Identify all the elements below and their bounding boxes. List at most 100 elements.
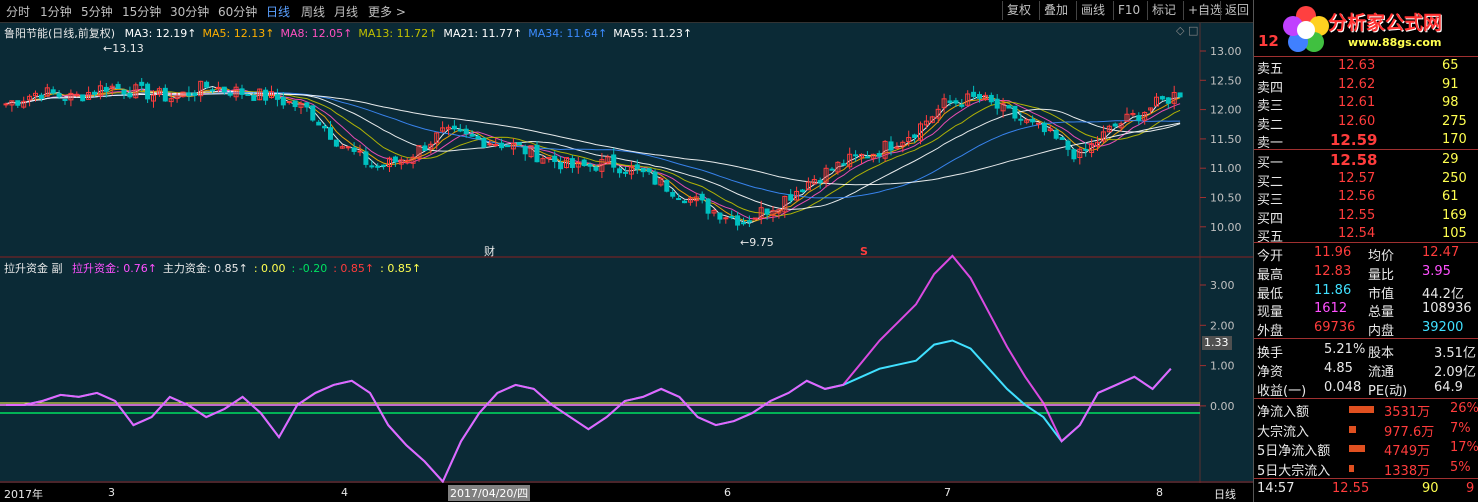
candle-body <box>1059 137 1065 141</box>
candle-body <box>21 100 27 108</box>
candle-body <box>1089 143 1095 153</box>
candle-body <box>74 93 80 97</box>
bid-volume: 105 <box>1442 226 1467 241</box>
candle-body <box>62 99 68 102</box>
time-label-year: 2017年 <box>4 488 43 501</box>
candle-body <box>505 145 510 148</box>
bid-row-1: 买一 12.58 29 <box>1254 151 1478 171</box>
tab-weekly[interactable]: 周线 <box>301 5 326 19</box>
square-icon[interactable]: □ <box>1188 24 1199 37</box>
sub-title: 拉升资金 副 <box>4 262 63 275</box>
tab-15min[interactable]: 15分钟 <box>122 5 162 19</box>
candle-body <box>652 171 658 185</box>
tick-price: 12.55 <box>1332 481 1370 496</box>
high-price-value: 13.13 <box>112 42 144 55</box>
stat-row-0: 今开 11.96 均价 12.47 <box>1254 244 1478 264</box>
candle-body <box>894 146 900 149</box>
bid-label: 买五 <box>1257 230 1284 245</box>
candle-body <box>168 98 174 103</box>
candle-body <box>923 120 929 126</box>
back-button[interactable]: 返回 <box>1220 1 1253 20</box>
fund-label: 股本 <box>1368 346 1395 361</box>
candle-body <box>233 86 239 98</box>
candle-body <box>546 156 552 160</box>
candle-body <box>817 180 823 183</box>
candle-body <box>1112 123 1118 127</box>
event-marker-s[interactable]: S <box>860 245 868 258</box>
candle-body <box>186 92 192 97</box>
ask-volume: 170 <box>1442 132 1467 147</box>
tab-daily[interactable]: 日线 <box>266 5 291 19</box>
candle-body <box>676 198 682 201</box>
tab-fenshi[interactable]: 分时 <box>6 5 31 19</box>
bid-label: 买三 <box>1257 193 1284 208</box>
candle-body <box>310 105 316 121</box>
candle-body <box>469 134 475 137</box>
candle-body <box>664 179 670 192</box>
current-price-partial: 12 <box>1258 32 1279 50</box>
candle-body <box>593 166 599 171</box>
ask-volume: 91 <box>1442 76 1459 92</box>
candle-body <box>1012 105 1018 119</box>
stat-value: 12.83 <box>1314 263 1352 279</box>
tab-60min[interactable]: 60分钟 <box>218 5 258 19</box>
sub-legend-5: : 0.85↑ <box>380 262 422 275</box>
bid-volume: 29 <box>1442 152 1459 167</box>
kline-svg[interactable]: 13.00 12.50 12.00 11.50 11.00 10.50 10.00 3.00 2… <box>0 23 1253 502</box>
site-logo: 分析家公式网 www.88gs.com <box>1276 0 1478 60</box>
tab-1min[interactable]: 1分钟 <box>40 5 72 19</box>
candle-body <box>38 94 44 100</box>
candle-body <box>847 153 853 168</box>
main-legend: 鲁阳节能(日线,前复权) MA3: 12.19↑ MA5: 12.13↑ MA8: … <box>4 25 692 41</box>
fund-value: 64.9 <box>1434 379 1463 395</box>
candle-body <box>853 154 859 157</box>
price-tick-label: 12.50 <box>1210 74 1242 87</box>
candle-body <box>1030 118 1036 123</box>
adjust-button[interactable]: 复权 <box>1002 1 1035 20</box>
candle-body <box>717 212 723 220</box>
stat-value: 39200 <box>1422 320 1464 336</box>
overlay-button[interactable]: 叠加 <box>1039 1 1072 20</box>
candle-body <box>375 165 381 168</box>
candle-body <box>1024 119 1030 123</box>
tab-monthly[interactable]: 月线 <box>334 5 359 19</box>
low-price-value: 9.75 <box>749 236 774 249</box>
ask-volume: 65 <box>1442 58 1459 73</box>
tab-more[interactable]: 更多 > <box>368 5 406 19</box>
candle-body <box>965 93 971 106</box>
mark-button[interactable]: 标记 <box>1147 1 1180 20</box>
period-indicator[interactable]: 日线 <box>1214 488 1236 501</box>
candle-body <box>298 102 304 108</box>
tab-5min[interactable]: 5分钟 <box>81 5 113 19</box>
candle-body <box>451 125 457 130</box>
event-marker-cai[interactable]: 财 <box>484 245 495 258</box>
time-label-apr: 4 <box>341 486 348 499</box>
candle-body <box>328 127 333 140</box>
draw-button[interactable]: 画线 <box>1076 1 1109 20</box>
flower-logo-icon <box>1283 6 1329 52</box>
fund-value: 3.51亿 <box>1434 346 1476 361</box>
f10-button[interactable]: F10 <box>1113 1 1144 20</box>
flow-value: 1338万 <box>1384 463 1431 479</box>
candle-body <box>977 94 982 99</box>
candle-body <box>263 89 269 101</box>
candle-body <box>735 215 741 226</box>
diamond-icon[interactable]: ◇ <box>1176 24 1185 37</box>
chart-area[interactable]: 13.00 12.50 12.00 11.50 11.00 10.50 10.00 3.00 2… <box>0 23 1253 502</box>
candle-body <box>221 86 227 93</box>
ma-line-0 <box>5 85 1181 224</box>
ma-legend-6: MA55: 11.23↑ <box>613 27 693 40</box>
stat-value: 1612 <box>1314 301 1348 317</box>
candle-body <box>434 132 440 144</box>
candle-body <box>605 156 611 163</box>
candle-body <box>1148 107 1154 111</box>
flow-bar <box>1349 406 1374 413</box>
candle-body <box>510 143 516 150</box>
add-watchlist-button[interactable]: +自选 <box>1183 1 1226 20</box>
candle-body <box>823 167 829 183</box>
candle-body <box>139 81 145 86</box>
tab-30min[interactable]: 30分钟 <box>170 5 210 19</box>
candle-body <box>611 154 617 168</box>
candle-body <box>245 93 251 96</box>
candle-body <box>97 85 103 97</box>
